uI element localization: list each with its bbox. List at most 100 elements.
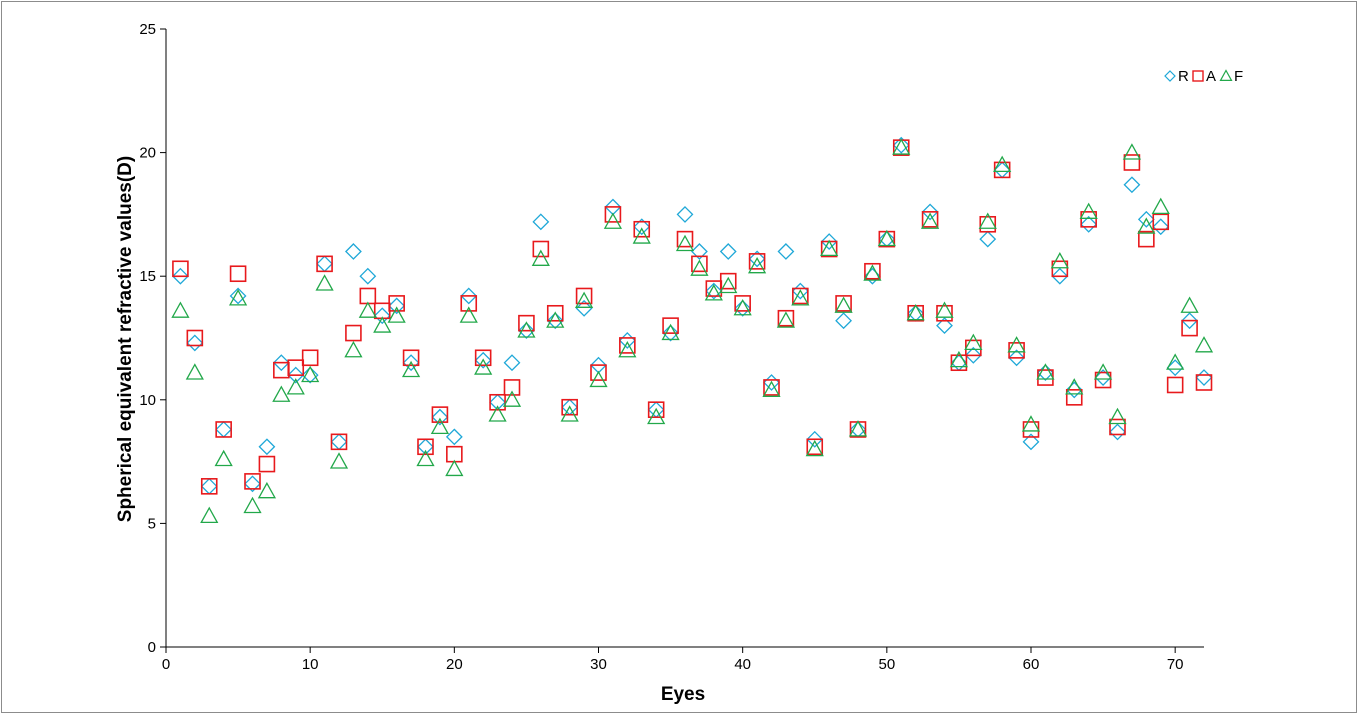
point-R [474,351,492,369]
point-A [316,255,333,273]
point-A [662,317,679,334]
point-F [603,212,623,229]
point-R [546,312,564,330]
point-F [445,459,464,477]
point-R [575,299,593,317]
point-R [1022,433,1040,451]
point-R [258,438,276,456]
point-F [1151,197,1170,215]
legend-marker-F [1219,69,1233,82]
point-F [517,321,536,338]
point-R [690,243,708,260]
series-F [171,138,1214,524]
point-A [503,379,521,396]
point-F [329,452,349,469]
point-F [401,360,421,378]
point-A [979,215,997,233]
point-F [272,385,291,402]
point-A [993,161,1011,179]
point-A [172,260,189,278]
point-A [921,211,939,228]
point-A [864,262,881,280]
point-R [402,354,420,372]
point-F [978,212,997,229]
point-F [474,358,493,375]
series-A [172,139,1213,495]
point-A [691,255,708,273]
point-R [936,317,953,335]
series-R [171,136,1213,495]
point-A [806,438,824,456]
point-R [1123,176,1141,194]
point-R [1080,215,1098,233]
point-F [632,227,651,244]
point-F [416,449,435,467]
point-A [676,230,694,248]
y-axis-title: Spherical equivalent refractive values(D… [115,156,136,522]
point-R [921,203,939,221]
point-A [590,364,607,381]
point-R [287,366,305,384]
point-F [546,311,565,328]
point-F [1036,363,1055,380]
point-A [301,349,319,367]
y-tick-label: 20 [139,145,156,162]
point-F [863,264,882,281]
point-A [619,337,636,354]
point-F [315,274,334,291]
point-A [604,206,622,223]
point-R [979,230,997,248]
point-R [633,218,651,236]
point-A [734,295,751,312]
point-A [330,433,348,451]
point-A [835,295,852,312]
point-F [502,390,522,407]
point-F [1050,252,1069,269]
point-R [806,430,824,448]
point-F [531,249,550,266]
point-F [560,405,579,422]
point-F [214,449,233,467]
point-R [359,267,377,285]
point-R [878,230,896,248]
x-tick-label: 20 [446,656,463,673]
point-F [344,341,363,358]
point-R [849,421,867,438]
point-R [200,477,218,495]
point-A [561,398,578,416]
point-A [907,304,924,322]
point-R [1008,349,1026,367]
y-tick-label: 25 [139,21,156,38]
legend-marker-R [1164,70,1176,82]
x-tick-label: 70 [1167,656,1184,673]
x-tick-label: 0 [162,656,170,673]
point-A [1037,369,1054,386]
x-tick-label: 10 [302,656,319,673]
point-A [532,240,550,258]
point-A [244,473,261,490]
point-A [1051,260,1069,278]
point-A [417,438,434,456]
point-F [848,420,868,437]
point-R [734,299,752,317]
point-F [1194,336,1214,353]
point-F [1108,407,1127,425]
point-F [805,439,824,457]
point-A [849,421,867,438]
point-F [430,417,450,435]
point-A [633,220,651,238]
point-F [618,341,637,358]
point-R [835,312,853,330]
point-A [575,287,593,305]
point-R [1166,359,1184,377]
point-A [258,455,276,473]
point-F [791,289,810,306]
point-F [1093,363,1113,380]
point-A [950,354,968,372]
point-F [1137,217,1156,234]
point-R [1152,218,1170,236]
point-R [244,475,261,493]
